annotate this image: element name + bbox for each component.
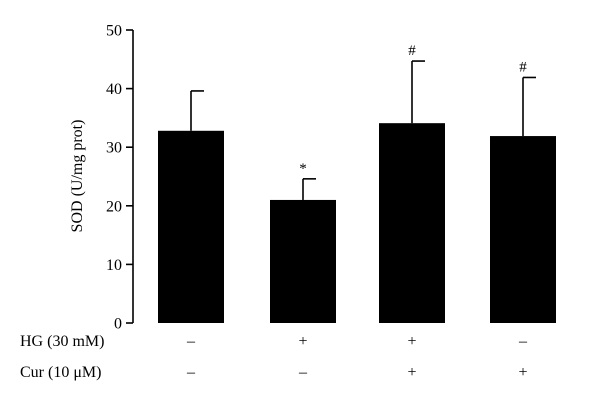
treatment-cell-1-1: – — [298, 364, 308, 381]
bars — [158, 123, 556, 323]
y-tick-label-4: 40 — [106, 81, 122, 98]
treatment-cell-0-1: + — [298, 333, 307, 350]
bar-3 — [490, 136, 556, 323]
bar-0 — [158, 131, 224, 323]
y-tick-label-0: 0 — [114, 316, 122, 333]
treatment-cell-0-3: – — [518, 333, 528, 350]
y-axis-label: SOD (U/mg prot) — [69, 120, 86, 233]
bar-2 — [379, 123, 445, 323]
treatment-cell-1-0: – — [186, 364, 196, 381]
treatment-table: HG (30 mM) – + + – Cur (10 μM) – – + + — [20, 333, 528, 381]
treatment-cell-0-0: – — [186, 333, 196, 350]
annotation-1: * — [299, 161, 307, 177]
y-tick-label-2: 20 — [106, 198, 122, 215]
treatment-row-label-0: HG (30 mM) — [20, 333, 104, 350]
error-bars — [191, 61, 536, 200]
y-tick-label-3: 30 — [106, 140, 122, 157]
bar-1 — [270, 200, 336, 323]
treatment-row-label-1: Cur (10 μM) — [20, 364, 101, 381]
treatment-cell-1-3: + — [518, 364, 527, 381]
y-tick-label-5: 50 — [106, 23, 122, 40]
annotation-2: # — [408, 43, 416, 59]
y-ticks: 0 10 20 30 40 50 — [106, 23, 133, 333]
y-tick-label-1: 10 — [106, 257, 122, 274]
treatment-cell-1-2: + — [407, 364, 416, 381]
annotation-3: # — [519, 59, 527, 75]
treatment-cell-0-2: + — [407, 333, 416, 350]
